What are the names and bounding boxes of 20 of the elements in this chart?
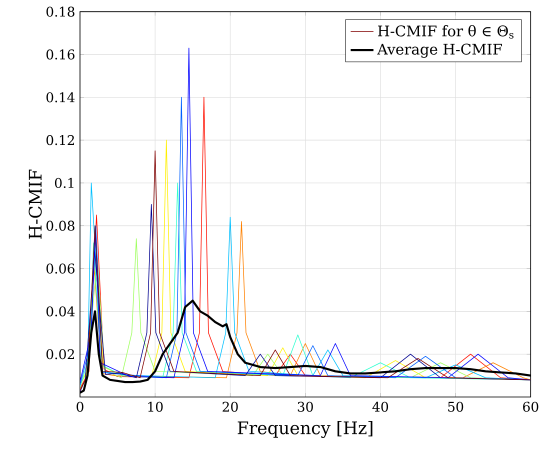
y-tick-label: 0.14: [46, 92, 75, 102]
y-tick-label: 0.12: [46, 135, 74, 146]
y-tick-label: 0.18: [46, 6, 74, 17]
y-tick-label: 0.04: [46, 306, 75, 316]
y-tick-label: 0.16: [46, 49, 74, 60]
x-tick-label: 60: [523, 402, 538, 412]
y-tick-label: 0.1: [54, 178, 74, 188]
y-tick-label: 0.08: [46, 220, 74, 231]
x-tick-label: 20: [222, 402, 238, 412]
x-tick-label: 40: [372, 402, 388, 412]
y-tick-label: 0.06: [46, 264, 74, 274]
y-tick-label: 0.02: [46, 349, 74, 360]
x-tick-label: 50: [448, 402, 464, 412]
legend-label: Average H-CMIF: [377, 44, 502, 58]
x-tick-label: 10: [148, 402, 163, 412]
y-axis-title: H-CMIF: [28, 170, 42, 239]
x-axis-title: Frequency [Hz]: [238, 420, 372, 438]
x-tick-label: 30: [298, 402, 313, 412]
x-tick-label: 0: [76, 402, 84, 412]
legend-label: H-CMIF for θ ∈ Θ$_{s}$: [378, 24, 514, 39]
